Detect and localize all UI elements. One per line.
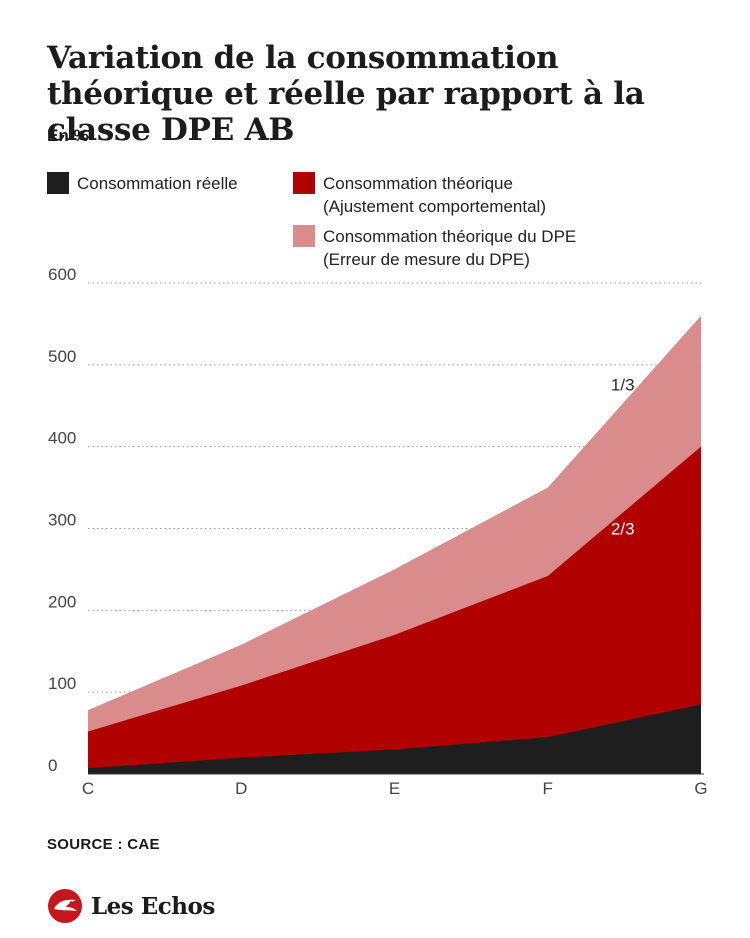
legend-sublabel-theorique: (Ajustement comportemental) [323,197,546,216]
source-note: SOURCE : CAE [47,836,160,853]
x-tick-label-F: F [543,779,553,798]
brand: Les Echos [47,888,215,924]
legend-sublabel-dpe: (Erreur de mesure du DPE) [323,250,530,269]
legend-label-dpe: Consommation théorique du DPE [323,227,577,246]
x-tick-label-G: G [694,779,707,798]
annotation-label-0: 1/3 [611,375,635,394]
y-tick-label-100: 100 [48,674,76,693]
area-series-1 [88,446,701,774]
y-tick-label-200: 200 [48,592,76,611]
chart-title: Variation de la consommation théorique e… [47,40,645,148]
y-tick-label-400: 400 [48,429,76,448]
x-tick-label-C: C [82,779,94,798]
les-echos-logo-icon [48,889,82,923]
brand-name: Les Echos [91,892,215,920]
y-tick-label-600: 600 [48,265,76,284]
legend-swatch-theorique [293,172,315,194]
legend-label-theorique: Consommation théorique [323,174,513,193]
y-tick-label-300: 300 [48,511,76,530]
unit-label: En % [47,126,89,145]
x-tick-label-D: D [235,779,247,798]
x-tick-label-E: E [389,779,400,798]
legend-swatch-reelle [47,172,69,194]
y-tick-label-500: 500 [48,347,76,366]
area-chart: 0 100 200 300 400 500 600 C D E F G 1/3 2/3 [48,265,708,798]
area-series-2 [88,704,701,774]
y-tick-label-0: 0 [48,756,57,775]
legend-item-reelle: Consommation réelle [47,172,238,195]
legend-swatch-dpe [293,225,315,247]
annotation-label-1: 2/3 [611,520,635,539]
legend-item-dpe: Consommation théorique du DPE (Erreur de… [293,225,576,271]
legend-item-theorique: Consommation théorique (Ajustement compo… [293,172,546,218]
legend-label-reelle: Consommation réelle [77,174,238,193]
